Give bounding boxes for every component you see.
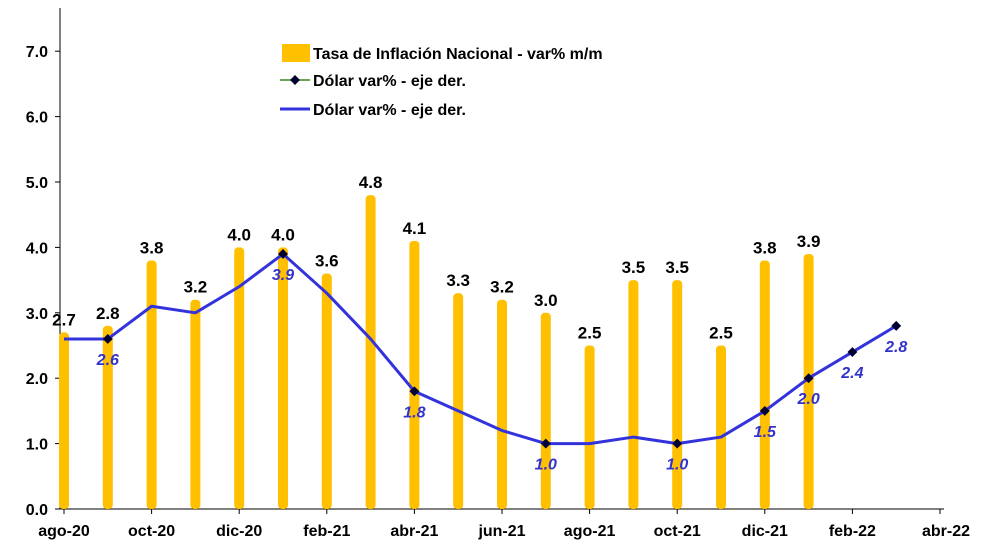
inflation-bar	[102, 325, 113, 509]
inflation-bar	[365, 195, 376, 509]
y-tick-label: 2.0	[26, 371, 48, 388]
y-tick-label: 1.0	[26, 437, 48, 454]
inflation-bar-label: 4.0	[271, 225, 295, 244]
inflation-bar-label: 4.1	[403, 219, 427, 238]
y-tick-label: 7.0	[26, 44, 48, 61]
x-tick-label: ago-21	[564, 523, 616, 540]
dollar-marker	[672, 438, 683, 449]
inflation-bar	[716, 345, 726, 509]
dollar-marker	[409, 386, 420, 397]
inflation-bar-label: 2.7	[52, 310, 76, 329]
x-tick-label: jun-21	[477, 523, 525, 540]
inflation-bar-label: 3.2	[184, 278, 208, 297]
inflation-bar	[59, 332, 69, 509]
inflation-bar	[540, 312, 551, 509]
y-tick-label: 0.0	[26, 502, 48, 519]
inflation-bar-label: 3.8	[753, 238, 777, 257]
inflation-bar-label: 3.9	[797, 232, 821, 251]
inflation-bar-label: 2.5	[578, 324, 602, 343]
x-tick-label: oct-20	[128, 523, 175, 540]
dollar-line	[64, 252, 897, 446]
dollar-data-label: 3.9	[272, 267, 294, 284]
y-tick-label: 6.0	[26, 110, 48, 127]
dollar-data-label: 1.5	[754, 424, 777, 441]
inflation-bar	[278, 247, 288, 509]
dollar-marker	[847, 347, 858, 357]
legend-swatch-bars	[282, 44, 310, 62]
legend-label-line-markers: Dólar var% - eje der.	[313, 73, 466, 90]
dollar-data-label: 2.4	[840, 365, 863, 382]
dollar-data-label: 2.6	[96, 352, 119, 369]
inflation-bar-label: 3.6	[315, 252, 339, 271]
x-tick-label: dic-20	[216, 523, 262, 540]
inflation-bar	[453, 293, 464, 509]
inflation-bar	[584, 345, 595, 509]
inflation-bar	[759, 260, 770, 509]
dollar-data-label: 1.0	[666, 457, 688, 474]
inflation-bar	[234, 247, 245, 509]
y-tick-label: 4.0	[26, 240, 48, 257]
inflation-bar	[672, 280, 683, 509]
inflation-bar	[409, 240, 420, 510]
legend-label-line: Dólar var% - eje der.	[313, 102, 466, 119]
inflation-bar-label: 3.2	[490, 278, 514, 297]
chart-legend: Tasa de Inflación Nacional - var% m/m Dó…	[280, 44, 603, 119]
inflation-bar	[497, 299, 507, 509]
inflation-bar	[146, 260, 157, 509]
y-tick-label: 5.0	[26, 175, 48, 192]
x-tick-label: ago-20	[38, 523, 90, 540]
x-tick-label: feb-22	[829, 523, 876, 540]
inflation-bar	[190, 299, 201, 509]
inflation-bar-label: 4.8	[359, 173, 383, 192]
x-tick-label: dic-21	[742, 523, 788, 540]
dollar-data-label: 1.0	[535, 457, 557, 474]
dollar-marker	[891, 320, 902, 331]
dollar-data-label: 2.0	[796, 391, 819, 408]
x-tick-label: abr-21	[390, 523, 438, 540]
inflation-bar-label: 4.0	[227, 225, 251, 244]
inflation-bar-label: 3.0	[534, 291, 558, 310]
dollar-marker	[540, 438, 551, 449]
inflation-bar	[628, 280, 639, 509]
legend-marker-icon	[290, 75, 300, 85]
legend-label-bars: Tasa de Inflación Nacional - var% m/m	[313, 46, 603, 63]
inflation-bar-label: 3.5	[665, 258, 689, 277]
inflation-bar-label: 2.8	[96, 304, 120, 323]
dollar-marker	[803, 373, 814, 384]
dollar-data-label: 2.8	[884, 339, 907, 356]
dollar-marker	[278, 248, 288, 259]
x-tick-label: oct-21	[654, 523, 701, 540]
dollar-marker	[759, 405, 770, 416]
dollar-data-label: 1.8	[403, 404, 425, 421]
inflation-bar-label: 3.8	[140, 238, 164, 257]
inflation-bar-label: 2.5	[709, 324, 733, 343]
x-tick-label: abr-22	[922, 523, 970, 540]
inflation-bar	[321, 273, 332, 509]
x-tick-label: feb-21	[303, 523, 350, 540]
inflation-bar-label: 3.3	[446, 271, 470, 290]
y-tick-label: 3.0	[26, 306, 48, 323]
inflation-bar-label: 3.5	[622, 258, 646, 277]
